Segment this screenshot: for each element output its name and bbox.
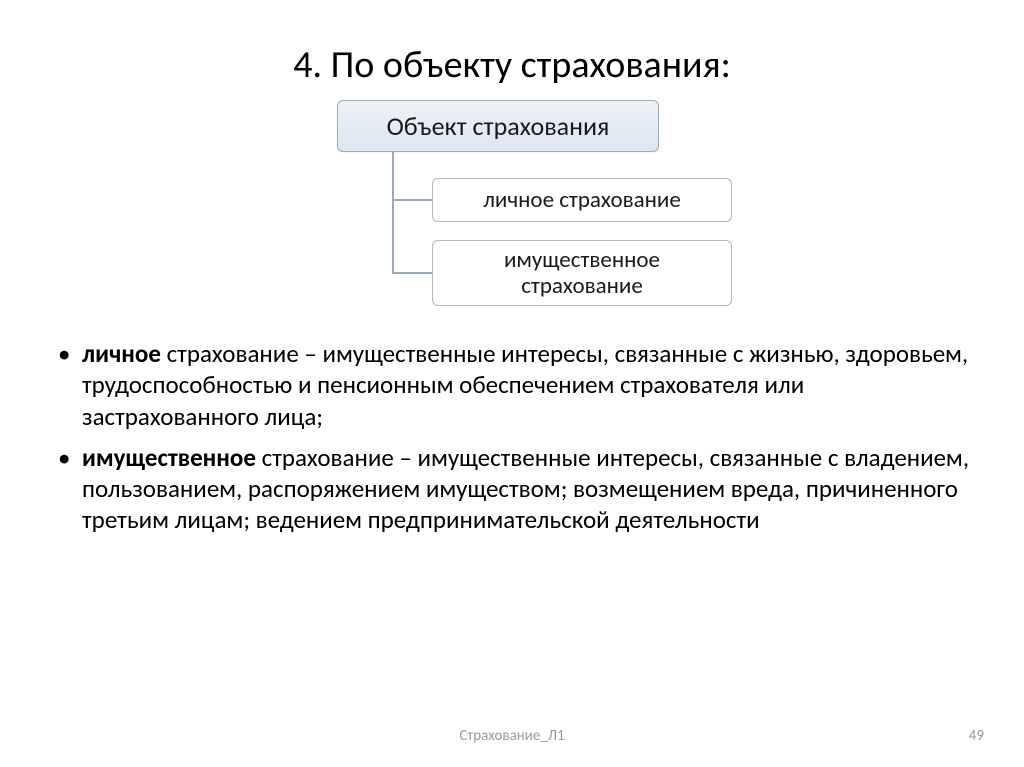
bullet-lead: личное xyxy=(82,338,161,369)
connector-trunk xyxy=(392,150,394,274)
hierarchy-diagram: Объект страхования личное страхование им… xyxy=(242,100,782,330)
diagram-child-node: личное страхование xyxy=(432,178,732,222)
connector-to-child-1 xyxy=(392,199,432,201)
slide: 4. По объекту страхования: Объект страхо… xyxy=(0,0,1024,767)
diagram-child-node: имущественное страхование xyxy=(432,240,732,306)
list-item: имущественное страхование – имущественны… xyxy=(52,442,974,536)
connector-to-child-2 xyxy=(392,272,432,274)
page-number: 49 xyxy=(969,727,984,745)
bullet-lead: имущественное xyxy=(82,442,256,473)
bullet-list: личное страхование – имущественные интер… xyxy=(52,338,974,536)
slide-body: личное страхование – имущественные интер… xyxy=(0,338,1024,536)
diagram-root-node: Объект страхования xyxy=(337,100,659,152)
list-item: личное страхование – имущественные интер… xyxy=(52,338,974,432)
slide-title: 4. По объекту страхования: xyxy=(0,0,1024,100)
bullet-rest: страхование – имущественные интересы, св… xyxy=(82,338,968,432)
footer-text: Страхование_Л1 xyxy=(0,727,1024,745)
